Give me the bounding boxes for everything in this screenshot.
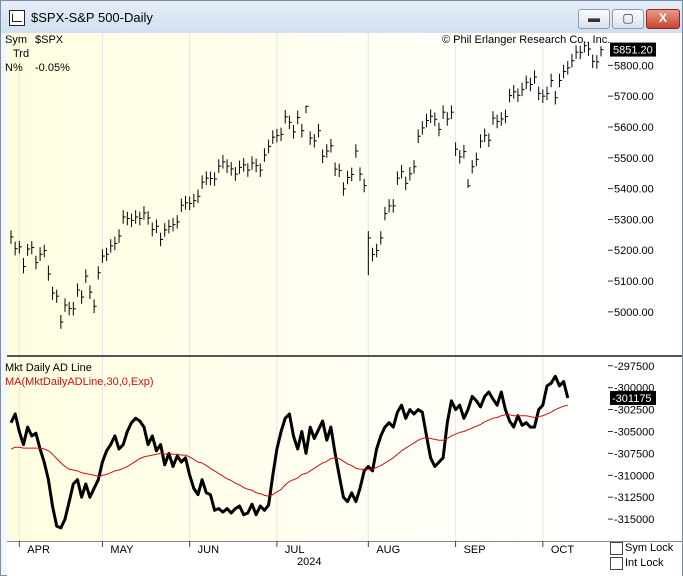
copyright-text: © Phil Erlanger Research Co., Inc.: [442, 34, 611, 46]
close-button[interactable]: X: [646, 9, 680, 29]
ma-label: MA(MktDailyADLine,30,0,Exp): [5, 376, 154, 388]
window-title: $SPX-S&P 500-Daily: [31, 10, 153, 25]
price-y-tick-label: 5700.00: [614, 91, 654, 103]
indicator-y-tick-label: -302500: [614, 405, 654, 417]
price-y-tick-label: 5600.00: [614, 122, 654, 134]
chart-app-icon: [9, 10, 25, 26]
price-y-tick-label: 5100.00: [614, 276, 654, 288]
month-tick-label: OCT: [551, 544, 575, 556]
date-axis: [7, 541, 682, 576]
price-y-tick-label: 5200.00: [614, 245, 654, 257]
price-panel: [7, 33, 608, 355]
indicator-y-tick-label: -310000: [614, 470, 654, 482]
indicator-y-tick-label: -312500: [614, 492, 654, 504]
panel-divider[interactable]: [7, 355, 682, 357]
sym-lock-checkbox[interactable]: [610, 542, 623, 555]
sym-label: Sym: [5, 34, 27, 46]
price-y-tick-label: 5400.00: [614, 184, 654, 196]
ad-line-series: [9, 374, 570, 530]
indicator-y-tick-label: -297500: [614, 361, 654, 373]
last-ad-label: -301175: [612, 393, 652, 405]
last-price-label: 5851.20: [613, 45, 653, 57]
ad-moving-average-series: [10, 404, 568, 497]
price-y-tick-label: 5800.00: [614, 60, 654, 72]
indicator-title: Mkt Daily AD Line: [5, 362, 92, 374]
last-price-box: [610, 42, 656, 57]
month-tick-label: APR: [27, 544, 50, 556]
indicator-y-tick-label: -305000: [614, 426, 654, 438]
indicator-y-tick-label: -307500: [614, 448, 654, 460]
price-axis: [608, 33, 682, 355]
indicator-y-tick-label: -315000: [614, 514, 654, 526]
int-lock-checkbox[interactable]: [610, 557, 623, 570]
price-y-tick-label: 5300.00: [614, 214, 654, 226]
month-tick-label: JUN: [198, 544, 219, 556]
sym-value: $SPX: [35, 34, 64, 46]
month-tick-label: SEP: [464, 544, 486, 556]
indicator-axis: [608, 357, 682, 541]
int-lock-label: Int Lock: [625, 557, 664, 569]
pct-value: -0.05%: [35, 62, 70, 74]
year-label: 2024: [297, 556, 322, 568]
price-y-tick-label: 5500.00: [614, 153, 654, 165]
trd-label: Trd: [13, 48, 30, 60]
month-tick-label: JUL: [285, 544, 305, 556]
last-ad-box: [610, 390, 656, 405]
maximize-button[interactable]: ▢: [612, 9, 644, 29]
title-bar: $SPX-S&P 500-Daily ▬ ▢ X: [1, 1, 682, 33]
price-y-tick-label: 5000.00: [614, 307, 654, 319]
sym-lock-label: Sym Lock: [625, 542, 674, 554]
minimize-button[interactable]: ▬: [578, 9, 610, 29]
month-tick-label: AUG: [376, 544, 400, 556]
month-tick-label: MAY: [110, 544, 134, 556]
pct-label: N%: [5, 62, 23, 74]
